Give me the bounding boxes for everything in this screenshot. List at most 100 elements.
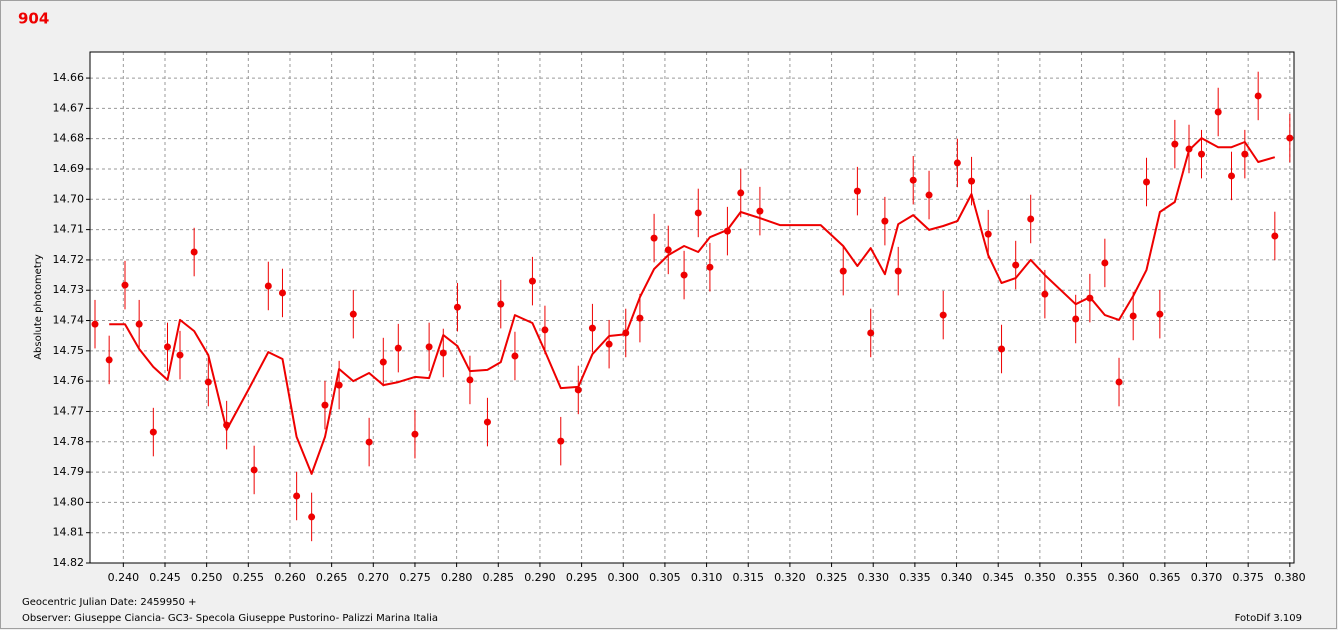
data-point — [176, 351, 184, 359]
y-tick-label: 14.78 — [53, 435, 85, 448]
data-point — [411, 430, 419, 438]
y-tick-label: 14.70 — [53, 192, 85, 205]
x-tick-label: 0.300 — [608, 571, 640, 584]
x-tick-label: 0.370 — [1191, 571, 1223, 584]
x-tick-label: 0.255 — [233, 571, 265, 584]
data-point — [497, 300, 505, 308]
x-tick-label: 0.290 — [524, 571, 556, 584]
x-tick-label: 0.320 — [774, 571, 806, 584]
x-tick-label: 0.285 — [483, 571, 515, 584]
data-point — [365, 438, 373, 446]
data-point — [737, 189, 745, 197]
data-point — [1254, 92, 1262, 100]
data-point — [939, 311, 947, 319]
data-point — [574, 386, 582, 394]
x-tick-label: 0.305 — [649, 571, 681, 584]
plot-area — [90, 52, 1294, 563]
data-point — [541, 326, 549, 334]
y-tick-label: 14.72 — [53, 253, 85, 266]
x-tick-label: 0.310 — [691, 571, 723, 584]
data-point — [723, 227, 731, 235]
data-point — [1101, 259, 1109, 267]
data-point — [349, 310, 357, 318]
data-point — [968, 177, 976, 185]
data-point — [706, 263, 714, 271]
data-point — [121, 281, 129, 289]
y-tick-label: 14.74 — [53, 314, 85, 327]
x-tick-label: 0.295 — [566, 571, 598, 584]
data-point — [321, 401, 329, 409]
data-point — [605, 340, 613, 348]
y-tick-label: 14.69 — [53, 162, 85, 175]
y-tick-label: 14.80 — [53, 495, 85, 508]
x-tick-label: 0.335 — [899, 571, 931, 584]
data-point — [680, 271, 688, 279]
data-point — [91, 320, 99, 328]
data-point — [694, 209, 702, 217]
data-point — [1214, 108, 1222, 116]
y-tick-label: 14.75 — [53, 344, 85, 357]
data-point — [867, 329, 875, 337]
data-point — [1041, 290, 1049, 298]
data-point — [425, 343, 433, 351]
data-point — [149, 428, 157, 436]
x-tick-label: 0.355 — [1066, 571, 1098, 584]
x-tick-label: 0.315 — [732, 571, 764, 584]
x-tick-label: 0.250 — [191, 571, 223, 584]
data-point — [483, 418, 491, 426]
data-point — [925, 191, 933, 199]
x-tick-label: 0.350 — [1024, 571, 1056, 584]
data-point — [190, 248, 198, 256]
data-point — [588, 324, 596, 332]
data-point — [1228, 172, 1236, 180]
data-point — [278, 289, 286, 297]
y-tick-label: 14.76 — [53, 374, 85, 387]
data-point — [1156, 310, 1164, 318]
x-tick-label: 0.270 — [358, 571, 390, 584]
data-point — [1115, 378, 1123, 386]
x-tick-label: 0.330 — [857, 571, 889, 584]
x-tick-label: 0.365 — [1149, 571, 1181, 584]
data-point — [839, 267, 847, 275]
data-point — [1241, 150, 1249, 158]
data-point — [664, 246, 672, 254]
data-point — [557, 437, 565, 445]
x-tick-label: 0.345 — [982, 571, 1014, 584]
x-tick-label: 0.265 — [316, 571, 348, 584]
data-point — [953, 159, 961, 167]
x-tick-label: 0.380 — [1274, 571, 1306, 584]
data-point — [1271, 232, 1279, 240]
data-point — [636, 314, 644, 322]
data-point — [909, 176, 917, 184]
x-tick-label: 0.375 — [1232, 571, 1264, 584]
data-point — [998, 345, 1006, 353]
data-point — [223, 421, 231, 429]
chart-title: 904 — [18, 10, 49, 28]
data-point — [511, 352, 519, 360]
y-tick-label: 14.81 — [53, 526, 85, 539]
x-tick-label: 0.260 — [274, 571, 306, 584]
y-tick-label: 14.77 — [53, 404, 85, 417]
data-point — [894, 267, 902, 275]
data-point — [1198, 150, 1206, 158]
data-point — [1086, 294, 1094, 302]
data-point — [163, 343, 171, 351]
data-point — [308, 513, 316, 521]
data-point — [1027, 215, 1035, 223]
data-point — [394, 344, 402, 352]
y-tick-label: 14.66 — [53, 71, 85, 84]
y-axis-label: Absolute photometry — [33, 254, 44, 360]
data-point — [1286, 134, 1294, 142]
y-tick-label: 14.68 — [53, 132, 85, 145]
x-tick-label: 0.240 — [108, 571, 140, 584]
data-point — [1185, 145, 1193, 153]
y-tick-label: 14.71 — [53, 223, 85, 236]
data-point — [528, 277, 536, 285]
data-point — [1143, 178, 1151, 186]
y-tick-label: 14.67 — [53, 101, 85, 114]
observer-note: Observer: Giuseppe Ciancia- GC3- Specola… — [22, 613, 438, 624]
x-tick-label: 0.275 — [399, 571, 431, 584]
data-point — [204, 378, 212, 386]
y-tick-label: 14.82 — [53, 556, 85, 569]
